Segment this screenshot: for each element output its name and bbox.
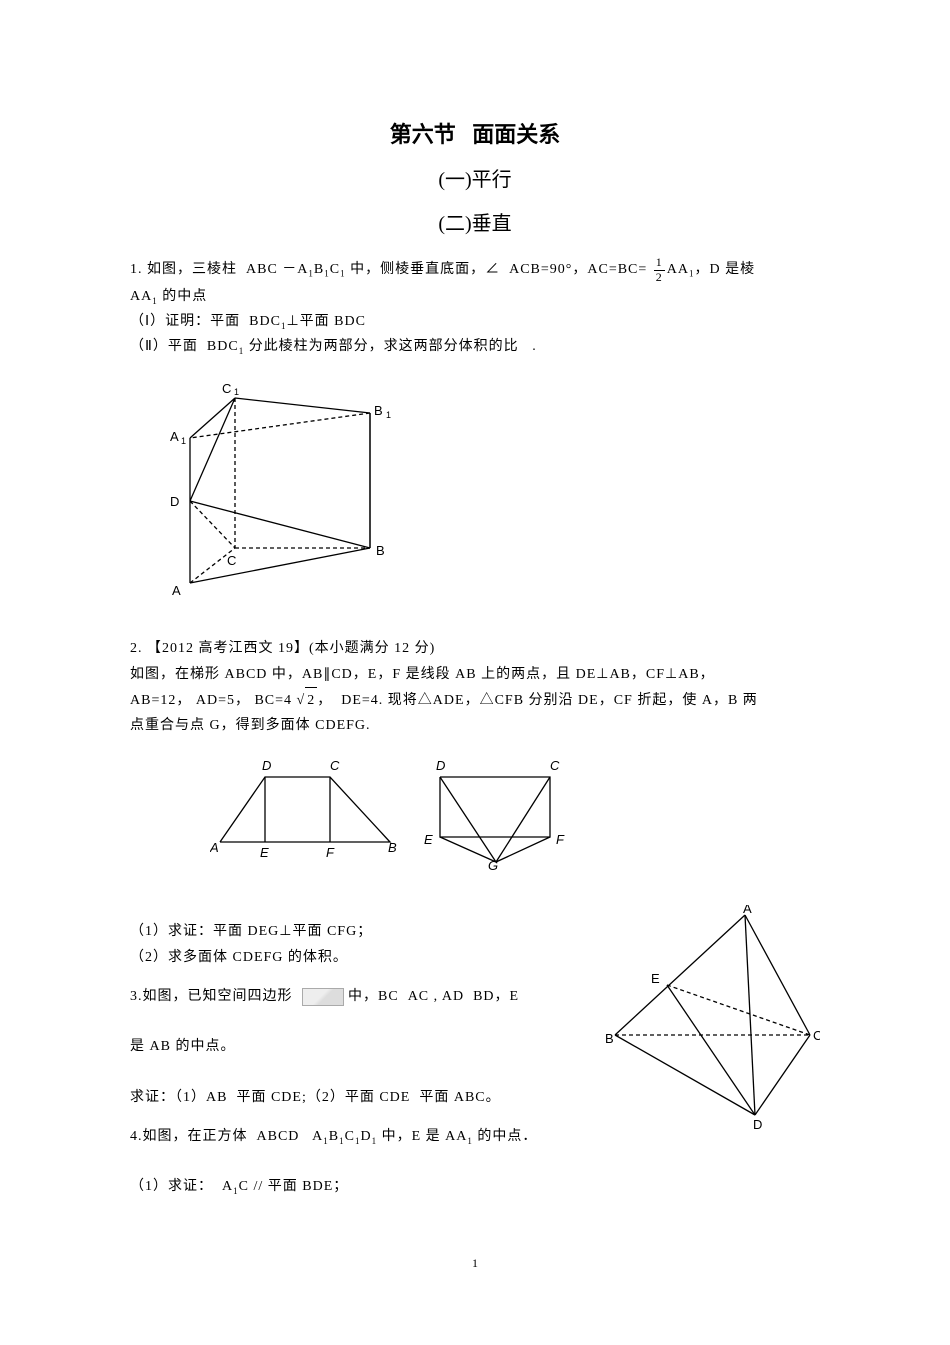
problem-1: 1. 如图，三棱柱 ABC －A1B1C1 中，侧棱垂直底面，∠ ACB=90°… (130, 256, 820, 359)
svg-text:D: D (170, 494, 179, 509)
svg-text:C: C (550, 758, 560, 773)
svg-text:A: A (743, 905, 752, 916)
svg-text:C: C (330, 758, 340, 773)
svg-text:A: A (172, 583, 181, 598)
svg-text:A: A (170, 429, 179, 444)
problem-3: 3.如图，已知空间四边形 中，BC AC , AD BD，E 是 AB 的中点。… (130, 984, 589, 1110)
svg-text:B: B (605, 1031, 614, 1046)
svg-text:C: C (227, 553, 236, 568)
svg-text:C: C (222, 381, 231, 396)
svg-text:1: 1 (181, 436, 186, 446)
subtitle-2: (二)垂直 (130, 206, 820, 242)
svg-text:F: F (556, 832, 565, 847)
svg-text:D: D (262, 758, 271, 773)
svg-text:E: E (651, 971, 660, 986)
svg-text:D: D (436, 758, 445, 773)
diagram-trapezoid-pair: D C A E F B D C E F G (210, 752, 820, 881)
diagram-prism: C1 B1 A1 D C B A (150, 373, 820, 612)
problem-2: 2. 【2012 高考江西文 19】(本小题满分 12 分) 如图，在梯形 AB… (130, 636, 820, 738)
svg-text:C: C (813, 1028, 820, 1043)
svg-text:G: G (488, 858, 498, 872)
svg-text:B: B (376, 543, 385, 558)
subtitle-1: (一)平行 (130, 162, 820, 198)
svg-text:B: B (374, 403, 383, 418)
svg-text:F: F (326, 845, 335, 860)
svg-text:E: E (260, 845, 269, 860)
svg-text:1: 1 (234, 387, 239, 397)
main-title: 第六节 面面关系 (130, 115, 820, 155)
svg-text:A: A (210, 840, 219, 855)
diagram-tetrahedron: A E B C D (605, 905, 820, 1144)
problem-4: 4.如图，在正方体 ABCD A1B1C1D1 中，E 是 AA1 的中点． （… (130, 1124, 589, 1200)
svg-text:E: E (424, 832, 433, 847)
fraction-half: 1 2 (654, 256, 665, 283)
svg-text:1: 1 (386, 410, 391, 420)
problem-2-questions: （1）求证：平面 DEG⊥平面 CFG； （2）求多面体 CDEFG 的体积。 (130, 919, 589, 969)
problems-3-4-row: （1）求证：平面 DEG⊥平面 CFG； （2）求多面体 CDEFG 的体积。 … (130, 905, 820, 1213)
sqrt-2: √2 (297, 687, 318, 713)
page-number: 1 (130, 1253, 820, 1275)
svg-text:D: D (753, 1117, 762, 1132)
svg-text:B: B (388, 840, 397, 855)
blank-box-icon (302, 988, 344, 1006)
